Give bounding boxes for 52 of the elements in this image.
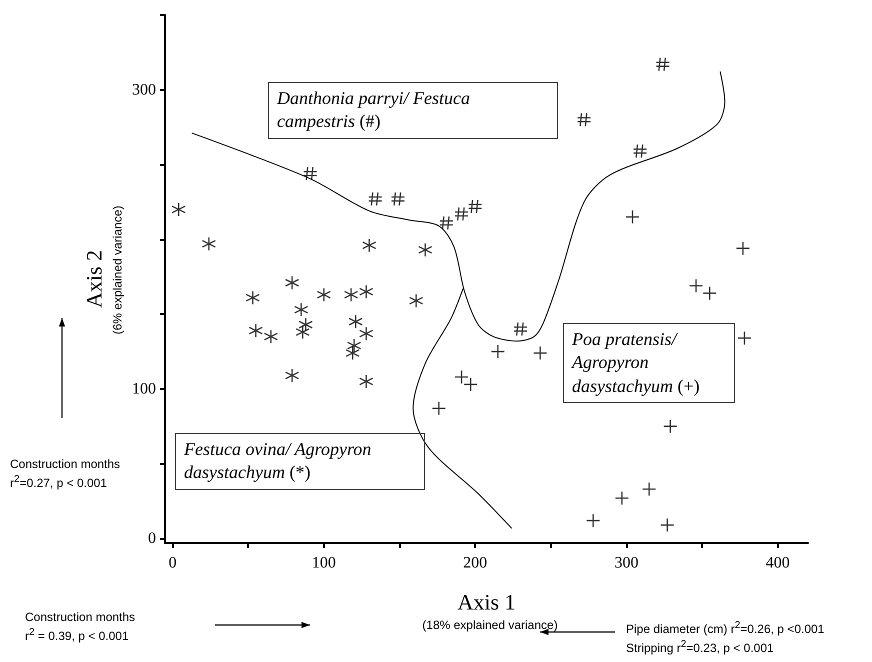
label-frame: Festuca ovina/ Agropyron dasystachyum (*) xyxy=(175,433,425,490)
y-tick-label: 100 xyxy=(132,380,156,398)
text: Construction months r$^{2}$=0.27, p < 0.001 xyxy=(10,456,120,492)
point xyxy=(439,216,454,230)
point xyxy=(368,192,382,206)
point xyxy=(625,210,640,224)
label-frame: Poa pratensis/ Agropyron dasystachyum (+) xyxy=(563,323,735,404)
text: (6% explained variance) xyxy=(109,206,126,334)
point xyxy=(316,288,332,302)
point xyxy=(344,288,358,302)
point xyxy=(359,374,374,389)
point xyxy=(656,57,670,72)
point xyxy=(418,242,432,257)
point xyxy=(345,346,360,360)
y-tick-label: 0 xyxy=(148,530,156,548)
point xyxy=(576,112,592,127)
point xyxy=(248,323,263,338)
point xyxy=(359,326,374,341)
x-tick-label: 200 xyxy=(463,554,488,572)
text: (18% explained variance) xyxy=(422,617,558,634)
text: Stripping r$^{2}$=0.23, p < 0.001 xyxy=(626,638,774,657)
point xyxy=(284,276,300,290)
point xyxy=(294,302,308,317)
point xyxy=(359,284,374,299)
y-tick-label: 300 xyxy=(132,81,156,98)
point xyxy=(348,314,363,329)
text: Pipe diameter (cm) r$^{2}$=0.26, p <0.001 xyxy=(626,619,824,638)
point xyxy=(202,236,216,251)
point xyxy=(454,206,469,222)
point xyxy=(298,317,313,332)
point xyxy=(513,322,528,336)
point xyxy=(246,290,260,305)
x-tick-label: 400 xyxy=(766,554,790,572)
x-tick-label: 0 xyxy=(168,554,177,572)
text: Construction months r$^{2}$ = 0.39, p < 0.001 xyxy=(25,609,136,646)
y-axis-title: Axis 2 xyxy=(82,250,106,308)
point xyxy=(303,166,318,181)
point xyxy=(362,238,376,252)
point xyxy=(171,202,186,217)
x-axis-title: Axis 1 xyxy=(457,590,516,614)
point xyxy=(409,294,424,308)
point xyxy=(737,330,752,346)
point xyxy=(468,199,482,214)
point xyxy=(296,324,310,340)
x-tick-label: 300 xyxy=(614,554,638,572)
point xyxy=(264,329,278,344)
point xyxy=(284,368,300,383)
point xyxy=(390,192,406,206)
label-frame: Danthonia parryi/ Festuca campestris (#) xyxy=(268,82,558,139)
point xyxy=(346,338,362,353)
point xyxy=(632,144,648,158)
x-tick-label: 100 xyxy=(312,554,336,572)
